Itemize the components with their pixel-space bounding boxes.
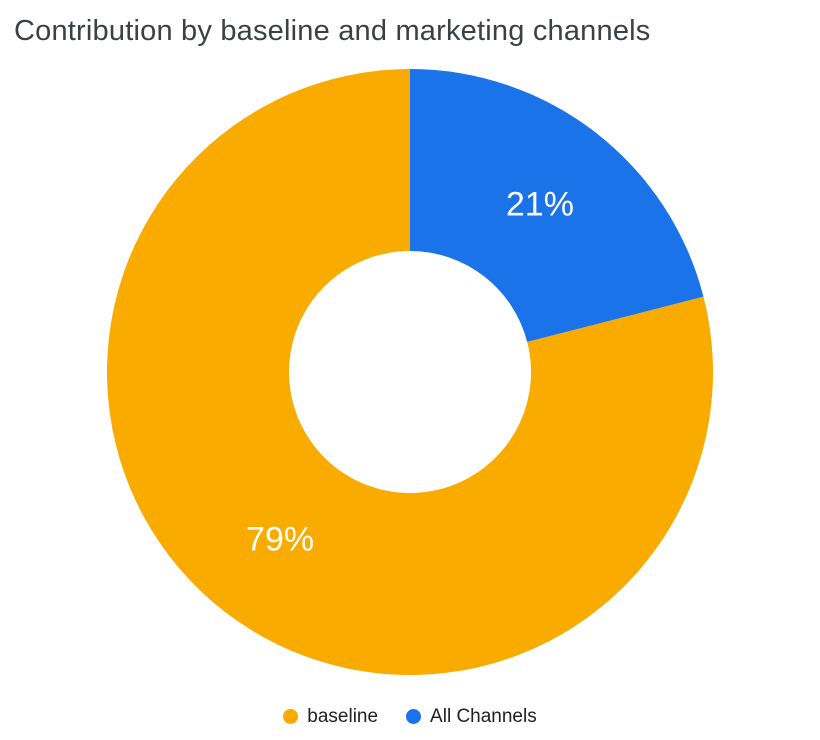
slice-baseline[interactable] <box>107 69 714 675</box>
legend-item-baseline[interactable]: baseline <box>283 707 378 726</box>
legend-label-baseline: baseline <box>307 706 379 727</box>
legend-dot-all-channels <box>406 709 422 724</box>
slice-label-baseline: 79% <box>246 521 314 559</box>
legend-item-all-channels[interactable]: All Channels <box>406 707 537 726</box>
slice-all-channels[interactable] <box>410 69 704 342</box>
slice-label-all-channels: 21% <box>506 185 574 223</box>
chart-title: Contribution by baseline and marketing c… <box>14 15 651 47</box>
legend-label-all-channels: All Channels <box>430 706 537 727</box>
donut-chart: 79% 21% <box>0 58 820 688</box>
donut-svg: 79% 21% <box>107 69 714 675</box>
legend-dot-baseline <box>283 709 299 724</box>
legend: baseline All Channels <box>0 707 820 726</box>
